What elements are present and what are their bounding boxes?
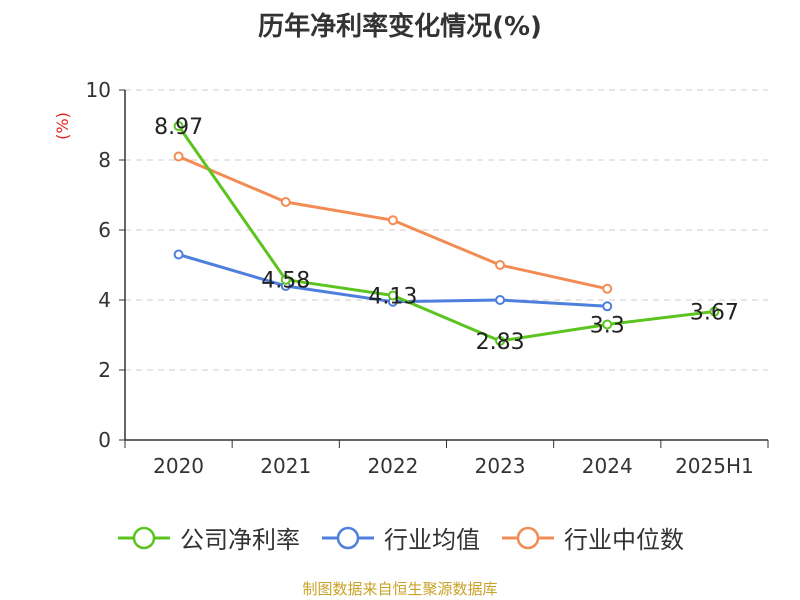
- data-point[interactable]: [173, 249, 184, 260]
- y-axis: 0 2 4 6 8 10: [86, 78, 126, 452]
- y-tick-label: 6: [98, 218, 111, 242]
- data-label: 4.13: [368, 284, 417, 309]
- data-label: 8.97: [154, 115, 203, 140]
- data-point[interactable]: [280, 197, 291, 207]
- chart-title: 历年净利率变化情况(%): [258, 12, 542, 42]
- legend-item[interactable]: 公司净利率: [116, 520, 300, 555]
- data-point[interactable]: [387, 290, 398, 301]
- legend-swatch-icon: [502, 526, 554, 549]
- x-tick-label: 2023: [475, 454, 526, 478]
- data-point[interactable]: [173, 151, 184, 162]
- series-lines: [173, 121, 720, 346]
- series-line: [177, 125, 715, 343]
- data-point[interactable]: [495, 335, 506, 346]
- data-point[interactable]: [602, 319, 613, 330]
- grid-lines: [125, 89, 768, 371]
- data-point[interactable]: [173, 121, 184, 132]
- y-tick-label: 4: [98, 288, 111, 312]
- data-labels: 8.97 4.58 4.13 2.83 3.3 3.67: [154, 115, 739, 355]
- legend-label: 行业均值: [384, 526, 480, 554]
- y-tick-label: 2: [98, 358, 111, 382]
- data-label: 3.3: [590, 314, 625, 339]
- data-point[interactable]: [602, 283, 613, 294]
- legend-swatch-icon: [118, 526, 170, 549]
- y-tick-label: 0: [98, 428, 111, 452]
- data-point[interactable]: [387, 215, 398, 226]
- source-note: 制图数据来自恒生聚源数据库: [302, 580, 498, 598]
- data-point[interactable]: [495, 295, 506, 305]
- x-axis: 2020 2021 2022 2023 2024 2025H1: [124, 439, 769, 478]
- x-tick-label: 2020: [153, 454, 204, 478]
- x-tick-label: 2025H1: [675, 454, 754, 478]
- data-point[interactable]: [495, 260, 506, 270]
- x-tick-label: 2022: [367, 454, 418, 478]
- data-point[interactable]: [602, 301, 613, 312]
- x-tick-label: 2024: [582, 454, 633, 478]
- legend-swatch-icon: [322, 526, 374, 549]
- data-label: 3.67: [690, 301, 739, 326]
- legend: 公司净利率 行业均值 行业中位数: [0, 520, 800, 555]
- y-tick-label: 8: [98, 148, 111, 172]
- data-label: 4.58: [261, 269, 310, 294]
- y-axis-label: (%): [53, 112, 72, 140]
- legend-label: 行业中位数: [564, 526, 684, 554]
- data-label: 2.83: [476, 330, 525, 355]
- data-point[interactable]: [709, 306, 720, 317]
- y-tick-label: 10: [86, 78, 111, 102]
- data-point[interactable]: [280, 274, 291, 285]
- legend-item[interactable]: 行业中位数: [500, 520, 684, 555]
- legend-item[interactable]: 行业均值: [320, 520, 480, 555]
- legend-label: 公司净利率: [180, 526, 300, 554]
- x-tick-label: 2021: [260, 454, 311, 478]
